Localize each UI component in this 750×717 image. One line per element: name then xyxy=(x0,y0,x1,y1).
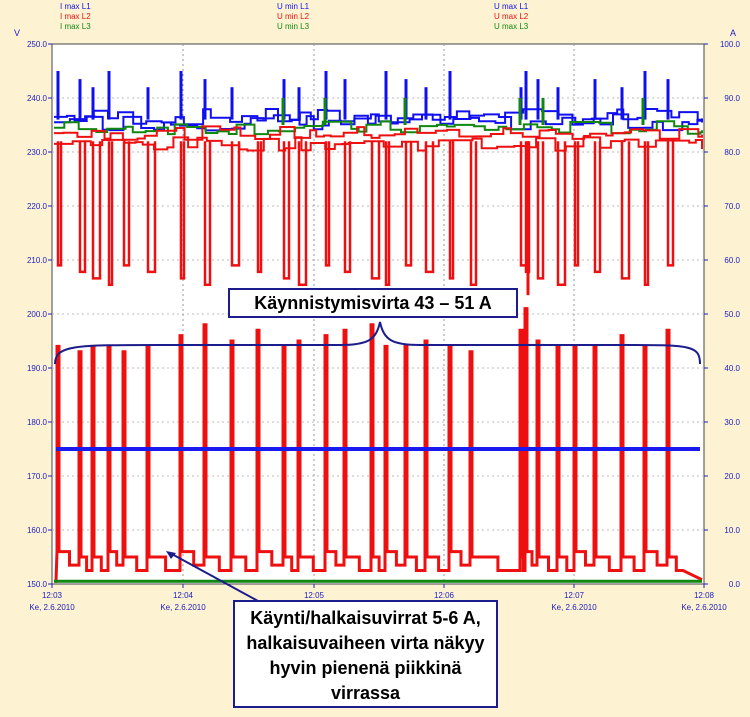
u-min-l2-dip xyxy=(666,141,675,267)
y-right-tick-label: 90.0 xyxy=(724,94,740,103)
y-right-tick-label: 40.0 xyxy=(724,364,740,373)
u-min-l2-dip xyxy=(536,141,545,280)
y-left-tick-label: 250.0 xyxy=(27,40,48,49)
x-tick-time: 12:05 xyxy=(304,591,325,600)
startup-brace xyxy=(54,321,701,365)
y-left-tick-label: 160.0 xyxy=(27,526,48,535)
u-min-l2-dip xyxy=(203,141,212,287)
y-left-tick-label: 210.0 xyxy=(27,256,48,265)
y-right-tick-label: 100.0 xyxy=(720,40,741,49)
i-max-l2-trace xyxy=(54,307,703,583)
u-min-l2-dip xyxy=(56,141,63,267)
u-min-l2-dip xyxy=(343,141,352,274)
x-tick-time: 12:04 xyxy=(173,591,194,600)
u-min-l2-dip xyxy=(146,141,157,274)
legend-entry: I max L1 xyxy=(60,2,91,11)
u-max-l3-trace xyxy=(54,120,703,136)
legend-entry: U max L3 xyxy=(494,22,529,31)
x-tick-date: Ke, 2.6.2010 xyxy=(681,603,727,612)
y-left-unit: V xyxy=(14,28,20,38)
y-right-tick-label: 50.0 xyxy=(724,310,740,319)
u-min-l2-dip xyxy=(556,141,567,287)
y-right-unit: A xyxy=(730,28,736,38)
u-min-l2-dip xyxy=(122,141,131,267)
legend-entry: U max L2 xyxy=(494,12,529,21)
u-min-l2-dip xyxy=(448,141,455,280)
legend-entry: U min L1 xyxy=(277,2,310,11)
legend-entry: I max L2 xyxy=(60,12,91,21)
x-tick-date: Ke, 2.6.2010 xyxy=(29,603,75,612)
y-left-tick-label: 240.0 xyxy=(27,94,48,103)
u-min-l2-dip xyxy=(469,141,478,287)
y-right-tick-label: 80.0 xyxy=(724,148,740,157)
u-min-l2-dip xyxy=(179,141,186,280)
u-min-l2-dip xyxy=(384,141,391,287)
callout-pointer xyxy=(169,552,259,602)
x-tick-time: 12:06 xyxy=(434,591,455,600)
u-max-l2-trace-b xyxy=(54,136,703,152)
callout-arrowhead xyxy=(166,551,176,559)
y-right-tick-label: 10.0 xyxy=(724,526,740,535)
u-min-l2-dip xyxy=(282,141,291,280)
y-right-tick-label: 20.0 xyxy=(724,472,740,481)
legend-entry: U min L3 xyxy=(277,22,310,31)
startup-current-callout: Käynnistymisvirta 43 – 51 A xyxy=(228,288,518,318)
u-min-l2-dip xyxy=(78,141,87,274)
u-min-l2-dip xyxy=(643,141,650,287)
running-current-callout: Käynti/halkaisuvirrat 5-6 A, halkaisuvai… xyxy=(233,600,498,708)
y-right-tick-label: 60.0 xyxy=(724,256,740,265)
u-min-l2-dip xyxy=(297,141,308,287)
y-left-tick-label: 150.0 xyxy=(27,580,48,589)
y-left-tick-label: 230.0 xyxy=(27,148,48,157)
u-min-l2-dip xyxy=(370,141,381,280)
x-tick-time: 12:08 xyxy=(694,591,715,600)
u-min-l2-dip xyxy=(593,141,602,274)
u-min-l2-dip xyxy=(424,141,435,274)
x-tick-time: 12:03 xyxy=(42,591,63,600)
u-min-l2-dip xyxy=(404,141,413,267)
y-left-tick-label: 190.0 xyxy=(27,364,48,373)
y-left-tick-label: 180.0 xyxy=(27,418,48,427)
u-max-l1-trace-b xyxy=(54,113,703,132)
x-tick-date: Ke, 2.6.2010 xyxy=(160,603,206,612)
u-min-l2-dip xyxy=(256,141,263,274)
u-min-l2-dip xyxy=(573,141,580,267)
x-tick-time: 12:07 xyxy=(564,591,585,600)
u-min-l2-dip xyxy=(620,141,631,280)
y-right-tick-label: 30.0 xyxy=(724,418,740,427)
u-min-l2-dip xyxy=(107,141,114,287)
u-max-l1-trace xyxy=(54,108,703,126)
y-left-tick-label: 170.0 xyxy=(27,472,48,481)
y-right-tick-label: 0.0 xyxy=(729,580,741,589)
u-min-l2-dip xyxy=(91,141,102,280)
y-left-tick-label: 220.0 xyxy=(27,202,48,211)
u-min-l2-dip xyxy=(230,141,241,267)
legend-entry: I max L3 xyxy=(60,22,91,31)
legend-entry: U min L2 xyxy=(277,12,310,21)
y-right-tick-label: 70.0 xyxy=(724,202,740,211)
y-left-tick-label: 200.0 xyxy=(27,310,48,319)
legend-entry: U max L1 xyxy=(494,2,529,11)
x-tick-date: Ke, 2.6.2010 xyxy=(551,603,597,612)
u-max-l2-trace xyxy=(54,125,703,141)
u-min-l2-dip xyxy=(324,141,331,267)
